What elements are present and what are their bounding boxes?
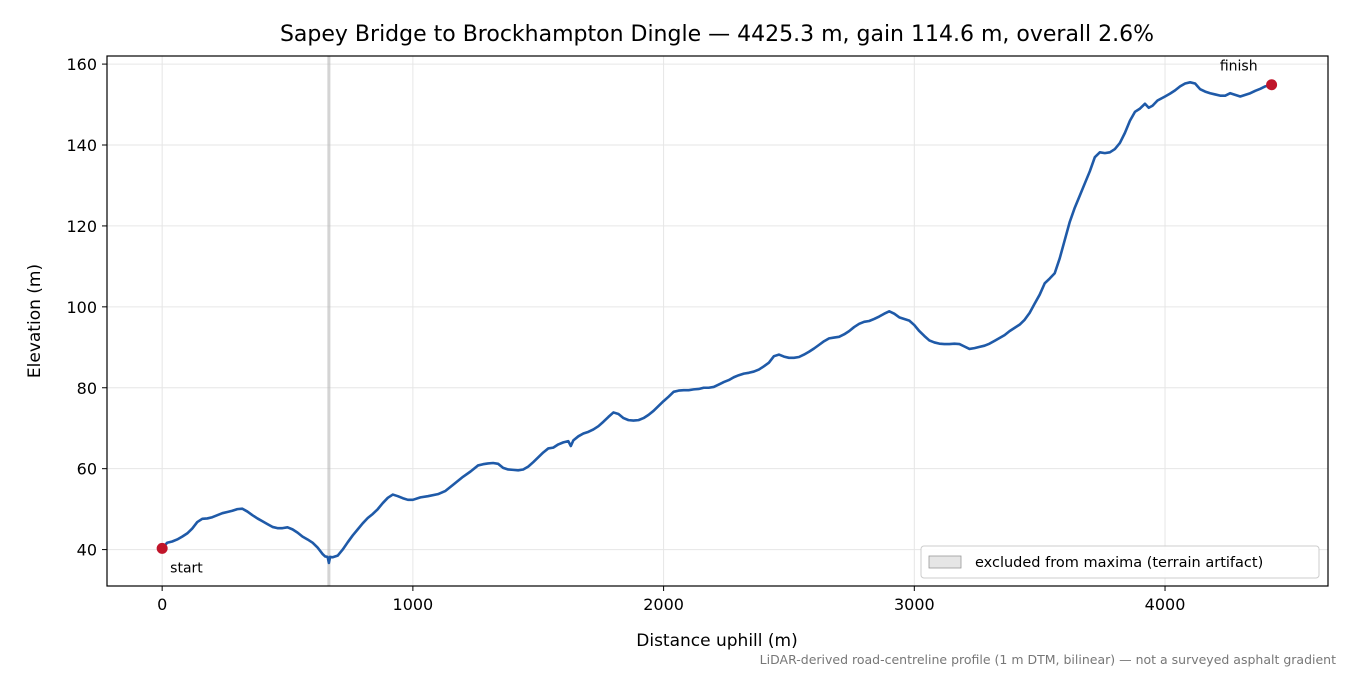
grid [107,56,1328,586]
y-axis-label: Elevation (m) [25,264,45,378]
elevation-series-line [161,81,1272,565]
y-tick-label: 100 [66,298,97,317]
legend-swatch [928,555,962,569]
start-marker [156,542,168,554]
y-tick-label: 60 [77,460,97,479]
x-tick-label: 2000 [643,595,684,614]
footnote: LiDAR-derived road-centreline profile (1… [760,652,1336,667]
excluded-region-band [327,56,331,586]
start-label: start [170,560,203,576]
markers: start finish [156,59,1278,576]
y-tick-label: 80 [77,379,97,398]
x-tick-label: 3000 [894,595,935,614]
x-tick-label: 0 [157,595,167,614]
y-tick-label: 140 [66,136,97,155]
y-tick-label: 40 [77,541,97,560]
finish-label: finish [1220,59,1258,75]
plot-frame [106,55,1329,587]
x-tick-label: 1000 [393,595,434,614]
x-axis-ticks: 0 1000 2000 3000 4000 [157,586,1185,614]
legend-box [920,545,1320,579]
x-tick-label: 4000 [1145,595,1186,614]
x-axis-label: Distance uphill (m) [636,631,797,651]
y-tick-label: 160 [66,55,97,74]
finish-marker [1266,79,1278,91]
y-tick-label: 120 [66,217,97,236]
legend: excluded from maxima (terrain artifact) [920,545,1320,579]
legend-label: excluded from maxima (terrain artifact) [975,555,1263,571]
chart-title: Sapey Bridge to Brockhampton Dingle — 44… [280,22,1154,47]
y-axis-ticks: 40 60 80 100 120 140 160 [66,55,107,560]
